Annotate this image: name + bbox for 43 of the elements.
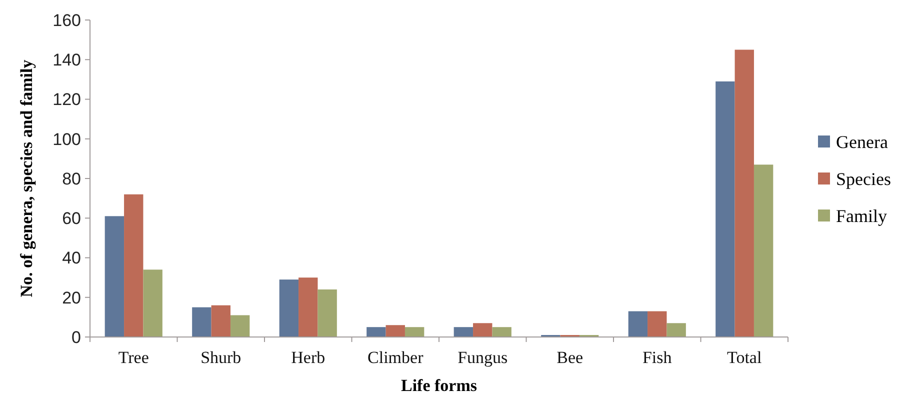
y-tick-label: 140: [52, 50, 81, 70]
bar: [366, 327, 386, 337]
bar: [454, 327, 474, 337]
x-tick-label: Shurb: [200, 348, 242, 367]
x-tick-label: Tree: [118, 348, 149, 367]
bar: [104, 216, 124, 337]
x-axis-title: Life forms: [400, 376, 478, 395]
y-tick-label: 0: [72, 328, 81, 347]
y-tick-label: 40: [62, 248, 81, 268]
legend-label: Family: [836, 206, 888, 226]
x-tick-label: Total: [727, 348, 762, 367]
bar: [298, 278, 318, 337]
x-tick-label: Fungus: [458, 348, 508, 367]
y-tick-label: 80: [62, 169, 81, 188]
bar: [473, 323, 492, 337]
bar: [734, 50, 754, 337]
bar: [230, 315, 250, 337]
y-tick-label: 20: [62, 288, 81, 308]
bar: [716, 81, 735, 337]
x-tick-label: Fish: [642, 348, 672, 367]
y-tick-label: 120: [52, 90, 81, 110]
bar: [404, 327, 424, 337]
x-tick-label: Climber: [368, 348, 424, 367]
y-axis-title: No. of genera, species and family: [17, 59, 36, 298]
bar: [386, 325, 405, 337]
bar: [192, 307, 212, 337]
x-tick-label: Bee: [556, 348, 584, 367]
bar: [666, 323, 686, 337]
bar: [211, 305, 230, 337]
x-tick-label: Herb: [291, 348, 326, 367]
bar: [279, 280, 299, 337]
bar: [628, 311, 648, 337]
bar: [318, 289, 337, 337]
bar: [124, 194, 144, 337]
bar: [754, 164, 774, 337]
bar: [492, 327, 512, 337]
bar: [143, 270, 162, 337]
legend-label: Genera: [836, 132, 888, 152]
bar: [648, 311, 667, 337]
y-tick-label: 100: [52, 130, 81, 149]
legend-label: Species: [836, 168, 891, 189]
y-tick-label: 60: [62, 209, 81, 228]
y-tick-label: 160: [52, 10, 81, 30]
